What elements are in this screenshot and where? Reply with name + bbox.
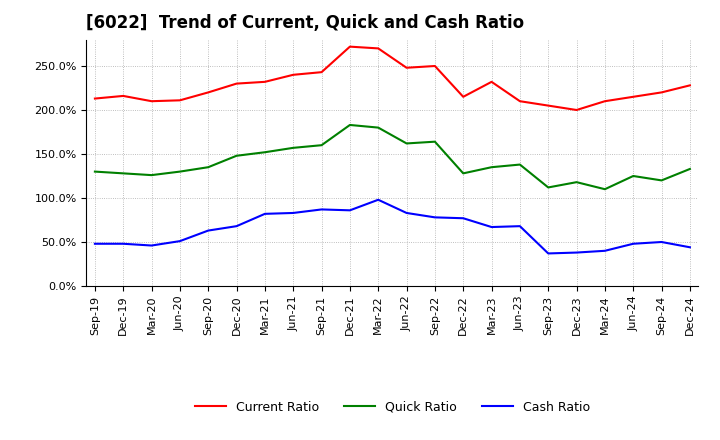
Current Ratio (176, 98, 184, 103)
Quick Ratio (119, 171, 127, 176)
Cash Ratio (91, 241, 99, 246)
Text: [6022]  Trend of Current, Quick and Cash Ratio: [6022] Trend of Current, Quick and Cash … (86, 15, 525, 33)
Quick Ratio (318, 143, 326, 148)
Current Ratio (233, 81, 241, 86)
Quick Ratio (289, 145, 297, 150)
Quick Ratio (629, 173, 637, 179)
Current Ratio (572, 107, 581, 113)
Cash Ratio (600, 248, 609, 253)
Current Ratio (516, 99, 524, 104)
Cash Ratio (119, 241, 127, 246)
Cash Ratio (572, 250, 581, 255)
Current Ratio (204, 90, 212, 95)
Cash Ratio (176, 238, 184, 244)
Quick Ratio (572, 180, 581, 185)
Line: Quick Ratio: Quick Ratio (95, 125, 690, 189)
Cash Ratio (487, 224, 496, 230)
Cash Ratio (657, 239, 666, 245)
Cash Ratio (148, 243, 156, 248)
Current Ratio (318, 70, 326, 75)
Line: Cash Ratio: Cash Ratio (95, 200, 690, 253)
Cash Ratio (544, 251, 552, 256)
Quick Ratio (261, 150, 269, 155)
Current Ratio (148, 99, 156, 104)
Cash Ratio (289, 210, 297, 216)
Current Ratio (544, 103, 552, 108)
Quick Ratio (431, 139, 439, 144)
Line: Current Ratio: Current Ratio (95, 47, 690, 110)
Current Ratio (119, 93, 127, 99)
Quick Ratio (600, 187, 609, 192)
Quick Ratio (657, 178, 666, 183)
Cash Ratio (374, 197, 382, 202)
Current Ratio (374, 46, 382, 51)
Quick Ratio (148, 172, 156, 178)
Quick Ratio (402, 141, 411, 146)
Cash Ratio (629, 241, 637, 246)
Cash Ratio (459, 216, 467, 221)
Current Ratio (629, 94, 637, 99)
Current Ratio (657, 90, 666, 95)
Cash Ratio (233, 224, 241, 229)
Quick Ratio (516, 162, 524, 167)
Quick Ratio (544, 185, 552, 190)
Cash Ratio (685, 245, 694, 250)
Quick Ratio (233, 153, 241, 158)
Quick Ratio (204, 165, 212, 170)
Current Ratio (600, 99, 609, 104)
Cash Ratio (346, 208, 354, 213)
Quick Ratio (685, 166, 694, 172)
Cash Ratio (431, 215, 439, 220)
Legend: Current Ratio, Quick Ratio, Cash Ratio: Current Ratio, Quick Ratio, Cash Ratio (189, 396, 595, 419)
Current Ratio (402, 65, 411, 70)
Cash Ratio (261, 211, 269, 216)
Cash Ratio (318, 207, 326, 212)
Cash Ratio (204, 228, 212, 233)
Current Ratio (261, 79, 269, 84)
Quick Ratio (346, 122, 354, 128)
Quick Ratio (459, 171, 467, 176)
Current Ratio (431, 63, 439, 69)
Current Ratio (91, 96, 99, 101)
Quick Ratio (91, 169, 99, 174)
Current Ratio (459, 94, 467, 99)
Current Ratio (487, 79, 496, 84)
Quick Ratio (487, 165, 496, 170)
Current Ratio (346, 44, 354, 49)
Quick Ratio (176, 169, 184, 174)
Current Ratio (685, 83, 694, 88)
Cash Ratio (516, 224, 524, 229)
Cash Ratio (402, 210, 411, 216)
Current Ratio (289, 72, 297, 77)
Quick Ratio (374, 125, 382, 130)
